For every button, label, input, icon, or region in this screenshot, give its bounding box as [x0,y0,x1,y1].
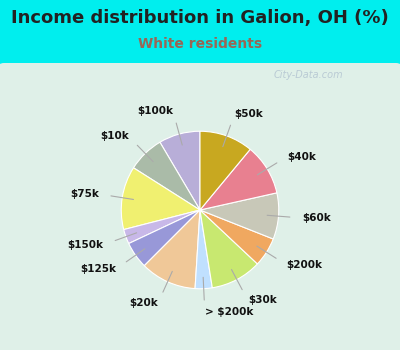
Text: $40k: $40k [287,152,316,161]
Text: $30k: $30k [248,295,277,306]
Wedge shape [160,131,200,210]
Text: $200k: $200k [286,260,322,270]
Text: > $200k: > $200k [205,307,253,317]
Wedge shape [200,131,250,210]
Text: $100k: $100k [137,106,173,116]
Text: $75k: $75k [70,189,99,199]
Text: $150k: $150k [68,240,104,250]
Wedge shape [195,210,212,289]
Wedge shape [144,210,200,289]
Text: $60k: $60k [302,213,331,223]
Wedge shape [129,210,200,266]
Wedge shape [200,193,279,239]
Wedge shape [121,168,200,230]
FancyBboxPatch shape [0,63,400,350]
Text: $20k: $20k [129,298,158,308]
Text: White residents: White residents [138,37,262,51]
Text: $50k: $50k [235,109,264,119]
Text: $10k: $10k [100,132,129,141]
Wedge shape [200,210,273,264]
Wedge shape [134,142,200,210]
Wedge shape [124,210,200,244]
Text: $125k: $125k [80,264,116,274]
Wedge shape [200,210,258,288]
Text: Income distribution in Galion, OH (%): Income distribution in Galion, OH (%) [11,9,389,27]
Text: City-Data.com: City-Data.com [273,70,343,80]
Wedge shape [200,149,277,210]
